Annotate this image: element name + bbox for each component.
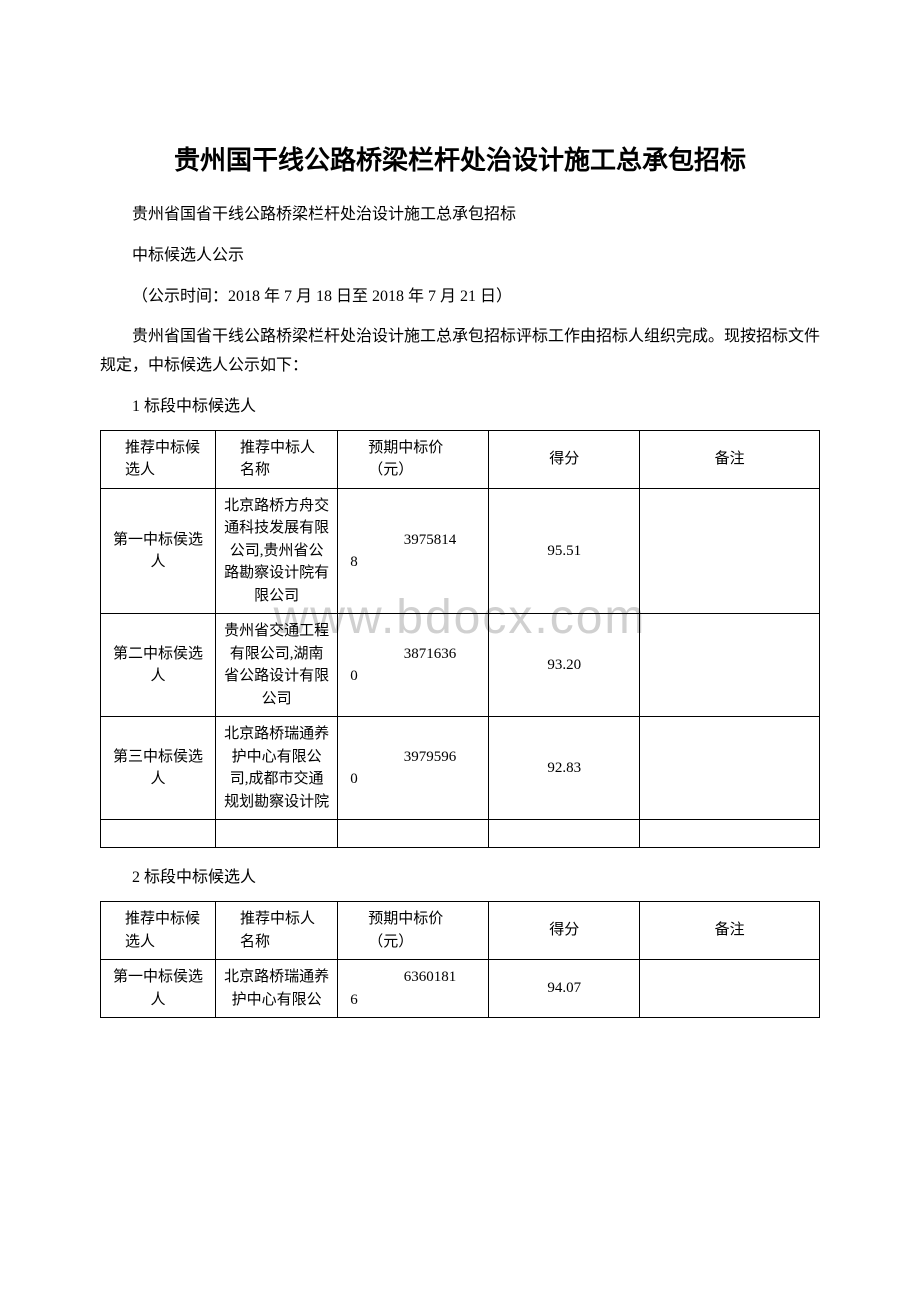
cell-price: 3979596 0 bbox=[338, 717, 489, 820]
cell-price: 3975814 8 bbox=[338, 488, 489, 614]
table-empty-row bbox=[101, 820, 820, 848]
page-title: 贵州国干线公路桥梁栏杆处治设计施工总承包招标 bbox=[100, 140, 820, 177]
notice-type: 中标候选人公示 bbox=[100, 242, 820, 271]
table-row: 第三中标侯选人 北京路桥瑞通养护中心有限公司,成都市交通规划勘察设计院 3979… bbox=[101, 717, 820, 820]
cell-remark bbox=[640, 614, 820, 717]
table-header-row: 推荐中标候选人 推荐中标人名称 预期中标价（元） 得分 备注 bbox=[101, 430, 820, 488]
table-row: 第二中标侯选人 贵州省交通工程有限公司,湖南省公路设计有限公司 3871636 … bbox=[101, 614, 820, 717]
table-row: 第一中标侯选人 北京路桥瑞通养护中心有限公 6360181 6 94.07 bbox=[101, 960, 820, 1018]
cell-score: 92.83 bbox=[489, 717, 640, 820]
cell-candidate: 第三中标侯选人 bbox=[101, 717, 216, 820]
cell-candidate: 第一中标侯选人 bbox=[101, 960, 216, 1018]
header-remark: 备注 bbox=[640, 902, 820, 960]
header-name: 推荐中标人名称 bbox=[216, 902, 338, 960]
header-candidate: 推荐中标候选人 bbox=[101, 902, 216, 960]
section2-table: 推荐中标候选人 推荐中标人名称 预期中标价（元） 得分 备注 第一中标侯选人 北… bbox=[100, 901, 820, 1018]
header-price: 预期中标价（元） bbox=[338, 430, 489, 488]
section1-label: 1 标段中标候选人 bbox=[100, 393, 820, 422]
header-score: 得分 bbox=[489, 430, 640, 488]
cell-candidate: 第二中标侯选人 bbox=[101, 614, 216, 717]
header-score: 得分 bbox=[489, 902, 640, 960]
cell-name: 北京路桥方舟交通科技发展有限公司,贵州省公路勘察设计院有限公司 bbox=[216, 488, 338, 614]
cell-score: 95.51 bbox=[489, 488, 640, 614]
section1-table: 推荐中标候选人 推荐中标人名称 预期中标价（元） 得分 备注 第一中标侯选人 北… bbox=[100, 430, 820, 849]
cell-price: 6360181 6 bbox=[338, 960, 489, 1018]
table-header-row: 推荐中标候选人 推荐中标人名称 预期中标价（元） 得分 备注 bbox=[101, 902, 820, 960]
subtitle: 贵州省国省干线公路桥梁栏杆处治设计施工总承包招标 bbox=[100, 201, 820, 230]
section2-label: 2 标段中标候选人 bbox=[100, 864, 820, 893]
cell-score: 94.07 bbox=[489, 960, 640, 1018]
cell-remark bbox=[640, 717, 820, 820]
cell-candidate: 第一中标侯选人 bbox=[101, 488, 216, 614]
header-remark: 备注 bbox=[640, 430, 820, 488]
cell-remark bbox=[640, 488, 820, 614]
notice-period: （公示时间：2018 年 7 月 18 日至 2018 年 7 月 21 日） bbox=[100, 283, 820, 312]
cell-remark bbox=[640, 960, 820, 1018]
header-price: 预期中标价（元） bbox=[338, 902, 489, 960]
header-candidate: 推荐中标候选人 bbox=[101, 430, 216, 488]
cell-score: 93.20 bbox=[489, 614, 640, 717]
cell-name: 北京路桥瑞通养护中心有限公 bbox=[216, 960, 338, 1018]
header-name: 推荐中标人名称 bbox=[216, 430, 338, 488]
cell-price: 3871636 0 bbox=[338, 614, 489, 717]
cell-name: 北京路桥瑞通养护中心有限公司,成都市交通规划勘察设计院 bbox=[216, 717, 338, 820]
intro-text: 贵州省国省干线公路桥梁栏杆处治设计施工总承包招标评标工作由招标人组织完成。现按招… bbox=[100, 323, 820, 381]
cell-name: 贵州省交通工程有限公司,湖南省公路设计有限公司 bbox=[216, 614, 338, 717]
table-row: 第一中标侯选人 北京路桥方舟交通科技发展有限公司,贵州省公路勘察设计院有限公司 … bbox=[101, 488, 820, 614]
